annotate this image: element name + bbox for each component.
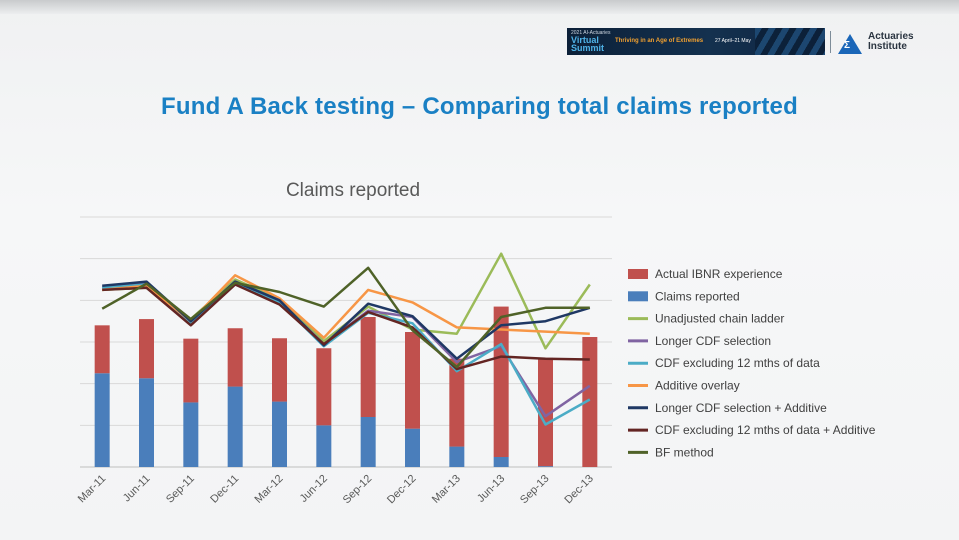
legend-label: CDF excluding 12 mths of data + Additive xyxy=(655,423,876,437)
bar-claims-reported xyxy=(94,373,110,467)
line-bf-method xyxy=(101,266,590,369)
bar-actual-ibnr xyxy=(538,357,553,467)
chart-title: Claims reported xyxy=(286,180,420,201)
chart-legend: Actual IBNR experience Claims reported Una… xyxy=(628,267,876,459)
bar-claims-reported xyxy=(538,466,553,467)
bar-claims-reported xyxy=(183,402,199,467)
x-tick-label: Sep-12 xyxy=(341,473,375,507)
x-tick-label: Dec-11 xyxy=(208,473,241,506)
x-tick-label: Sep-11 xyxy=(164,473,197,506)
bar-actual-ibnr xyxy=(449,358,465,447)
slide-title: Fund A Back testing – Comparing total cl… xyxy=(161,93,798,120)
bar-actual-ibnr xyxy=(360,317,376,417)
x-tick-label: Jun-11 xyxy=(121,473,153,505)
bar-claims-reported xyxy=(360,417,376,467)
logo-name: Actuaries Institute xyxy=(868,31,914,52)
line-cdf-excluding-12-mths-of-data xyxy=(102,282,591,426)
bar-actual-ibnr xyxy=(493,306,509,457)
x-tick-label: Mar-12 xyxy=(252,473,285,506)
actuaries-institute-logo: Σ Actuaries Institute xyxy=(838,32,928,56)
x-tick-label: Sep-13 xyxy=(518,473,552,507)
legend-swatch xyxy=(628,291,648,302)
bar-actual-ibnr xyxy=(94,325,110,374)
legend-label: Unadjusted chain ladder xyxy=(655,312,784,326)
bar-claims-reported xyxy=(316,425,332,467)
bar-claims-reported xyxy=(139,378,154,467)
line-cdf-excluding-12-mths-of-data-additive xyxy=(102,283,590,371)
line-unadjusted-chain-ladder xyxy=(102,252,591,350)
logo-divider xyxy=(830,31,831,53)
x-tick-label: Dec-13 xyxy=(562,473,596,507)
chart-lines xyxy=(101,252,591,426)
event-banner: 2021 AI-Actuaries Virtual Summit Thrivin… xyxy=(567,28,825,55)
legend-label: BF method xyxy=(655,445,714,459)
line-longer-cdf-selection-additive xyxy=(102,280,591,360)
legend-label: CDF excluding 12 mths of data xyxy=(655,356,820,370)
chart-gridlines xyxy=(80,216,612,468)
x-tick-label: Jun-12 xyxy=(298,473,330,505)
legend-swatch xyxy=(628,269,648,279)
window-top-edge xyxy=(0,0,959,14)
bar-claims-reported xyxy=(227,386,243,467)
bar-claims-reported xyxy=(493,457,509,467)
legend-label: Longer CDF selection xyxy=(655,334,771,348)
x-tick-label: Jun-13 xyxy=(475,473,507,505)
sigma-icon: Σ xyxy=(844,40,851,51)
event-theme: Thriving in an Age of Extremes xyxy=(615,38,704,44)
bar-claims-reported xyxy=(405,428,420,467)
bar-claims-reported xyxy=(272,401,287,467)
chart-x-tick-labels: Mar-11 Jun-11 Sep-11 Dec-11 Mar-12 Jun-12 Sep-… xyxy=(76,473,596,507)
line-longer-cdf-selection xyxy=(102,280,591,418)
bar-claims-reported xyxy=(449,446,465,467)
bar-actual-ibnr xyxy=(405,332,420,429)
x-tick-label: Mar-11 xyxy=(76,473,109,506)
bar-actual-ibnr xyxy=(139,319,154,379)
bar-actual-ibnr xyxy=(582,337,598,467)
legend-label: Longer CDF selection + Additive xyxy=(655,401,827,415)
legend-label: Actual IBNR experience xyxy=(655,267,783,281)
x-tick-label: Mar-13 xyxy=(430,473,463,506)
banner-pattern xyxy=(755,28,825,55)
triangle-logo-icon xyxy=(838,34,862,54)
bar-actual-ibnr xyxy=(183,338,199,403)
chart-bars xyxy=(94,306,598,467)
event-small-text: 2021 AI-Actuaries xyxy=(571,30,611,36)
event-dates: 27 April–21 May xyxy=(715,38,751,44)
bar-actual-ibnr xyxy=(272,338,287,402)
x-tick-label: Dec-12 xyxy=(385,473,419,507)
bar-actual-ibnr xyxy=(316,348,332,426)
event-name: Virtual Summit xyxy=(571,35,605,53)
legend-label: Claims reported xyxy=(655,289,740,303)
bar-actual-ibnr xyxy=(227,328,243,387)
legend-label: Additive overlay xyxy=(655,379,740,393)
